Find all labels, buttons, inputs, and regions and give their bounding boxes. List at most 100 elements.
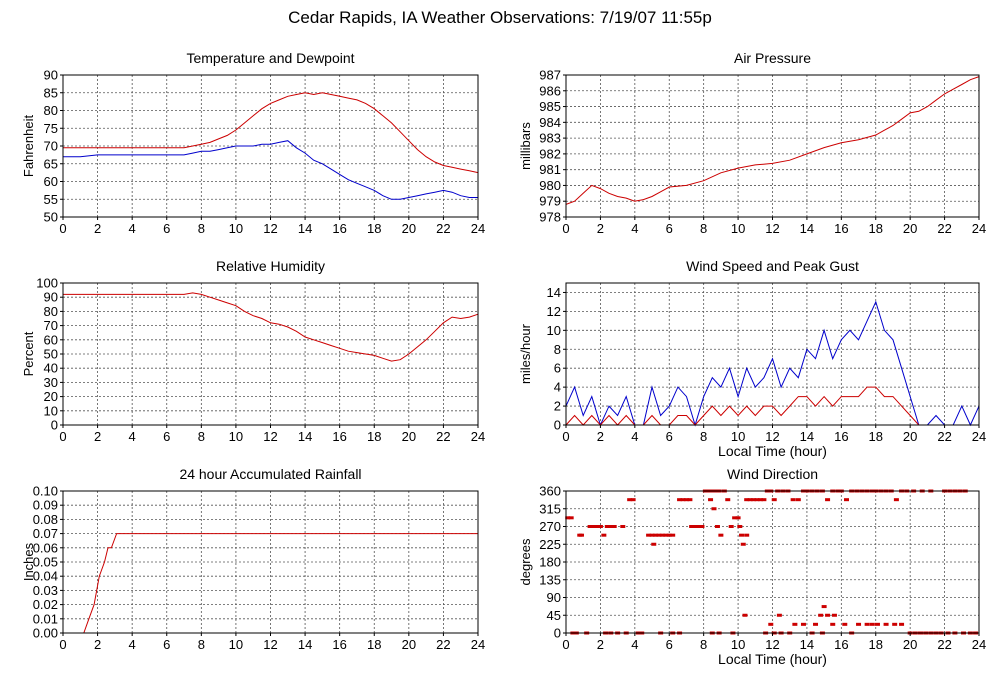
direction-point [768,622,774,626]
x-tick-label: 12 [263,637,277,652]
direction-point [646,533,652,537]
x-tick-label: 14 [800,429,814,444]
series-line-0 [63,533,478,634]
x-tick-label: 24 [972,637,986,652]
chart-title: Wind Speed and Peak Gust [686,258,859,274]
x-tick-label: 16 [834,637,848,652]
x-tick-label: 2 [94,221,101,236]
y-tick-label: 270 [539,519,561,534]
y-tick-label: 986 [539,83,561,98]
y-tick-label: 0 [554,626,561,641]
direction-point [649,533,655,537]
y-axis-label: millibars [518,122,533,170]
y-tick-label: 135 [539,572,561,587]
series-line-0 [63,292,479,362]
direction-point [728,525,734,528]
direction-point [683,498,689,502]
y-tick-label: 983 [539,131,561,146]
x-tick-label: 4 [129,429,136,444]
direction-point [831,613,837,617]
x-tick-label: 16 [332,637,346,652]
y-tick-label: 0.06 [33,540,58,555]
chart-title: Wind Direction [727,466,818,482]
x-tick-label: 22 [436,221,450,236]
x-tick-label: 6 [163,221,170,236]
x-tick-label: 2 [597,637,604,652]
direction-point [708,498,714,502]
plot-area [566,283,979,425]
x-tick-label: 0 [59,221,66,236]
x-tick-label: 18 [869,221,883,236]
x-tick-label: 6 [666,221,673,236]
y-tick-label: 100 [36,276,58,291]
x-tick-label: 12 [765,429,779,444]
x-tick-label: 14 [800,637,814,652]
direction-point [699,525,705,528]
y-tick-label: 0 [554,418,561,433]
x-tick-label: 24 [972,429,986,444]
y-tick-label: 225 [539,537,561,552]
y-tick-label: 65 [44,156,58,171]
y-tick-label: 70 [44,318,58,333]
y-tick-label: 10 [547,323,561,338]
direction-point [761,498,767,502]
direction-point [666,533,672,537]
direction-point [677,498,683,502]
y-tick-label: 85 [44,85,58,100]
x-tick-label: 12 [765,637,779,652]
direction-point [800,622,806,626]
x-tick-label: 22 [436,637,450,652]
y-tick-label: 0.09 [33,498,58,513]
x-tick-label: 22 [436,429,450,444]
direction-point [874,622,880,626]
x-tick-label: 12 [263,429,277,444]
x-tick-label: 18 [869,637,883,652]
y-tick-label: 0.05 [33,555,58,570]
x-tick-label: 8 [700,637,707,652]
y-tick-label: 12 [547,304,561,319]
y-tick-label: 980 [539,178,561,193]
x-tick-label: 20 [402,637,416,652]
y-axis-label: Percent [21,331,36,376]
x-tick-label: 18 [367,221,381,236]
y-tick-label: 984 [539,115,561,130]
y-tick-label: 360 [539,484,561,499]
series-line-0 [63,92,479,174]
series-line-1 [63,140,478,200]
y-tick-label: 0.03 [33,583,58,598]
direction-point [627,498,633,502]
x-tick-label: 22 [937,221,951,236]
x-tick-label: 4 [129,637,136,652]
direction-point [747,498,753,502]
direction-point [597,525,603,528]
direction-point [899,622,905,626]
y-tick-label: 982 [539,146,561,161]
x-tick-label: 14 [298,637,312,652]
direction-point [818,613,824,617]
y-tick-label: 90 [547,590,561,605]
y-tick-label: 0.02 [33,597,58,612]
y-tick-label: 20 [44,389,58,404]
y-tick-label: 4 [554,380,561,395]
direction-point [604,525,610,528]
direction-point [680,498,686,502]
x-tick-label: 4 [631,429,638,444]
y-tick-label: 0.04 [33,569,58,584]
x-tick-label: 2 [597,221,604,236]
y-tick-label: 985 [539,99,561,114]
y-tick-label: 14 [547,285,561,300]
direction-point [725,498,731,502]
x-tick-label: 0 [59,429,66,444]
direction-point [663,533,669,537]
direction-point [771,498,777,502]
y-tick-label: 987 [539,68,561,83]
direction-point [718,533,724,537]
y-axis-label: miles/hour [518,323,533,384]
x-tick-label: 8 [198,429,205,444]
x-tick-label: 0 [562,429,569,444]
direction-point [757,498,763,502]
chart-title: Relative Humidity [216,258,325,274]
y-tick-label: 0.07 [33,526,58,541]
direction-point [735,516,741,520]
